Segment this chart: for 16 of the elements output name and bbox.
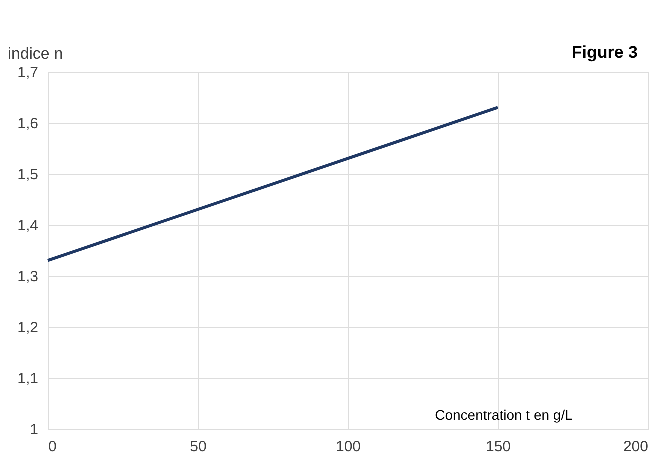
- y-tick-label: 1: [30, 422, 38, 438]
- x-axis-title: Concentration t en g/L: [435, 407, 574, 423]
- x-tick-label: 200: [623, 438, 648, 456]
- chart-title: Figure 3: [572, 43, 638, 62]
- y-tick-label: 1,5: [18, 166, 38, 184]
- y-tick-label: 1,7: [18, 64, 38, 82]
- y-tick-label: 1,6: [18, 116, 38, 132]
- y-tick-label: 1,1: [18, 370, 38, 388]
- x-tick-label: 150: [486, 438, 512, 456]
- x-tick-label: 100: [336, 438, 362, 456]
- y-axis-title: indice n: [8, 46, 64, 63]
- y-tick-label: 1,4: [18, 218, 38, 234]
- y-tick-label: 1,2: [18, 320, 38, 336]
- x-tick-label: 0: [48, 438, 57, 456]
- y-tick-label: 1,3: [18, 268, 38, 286]
- x-tick-label: 50: [190, 438, 207, 456]
